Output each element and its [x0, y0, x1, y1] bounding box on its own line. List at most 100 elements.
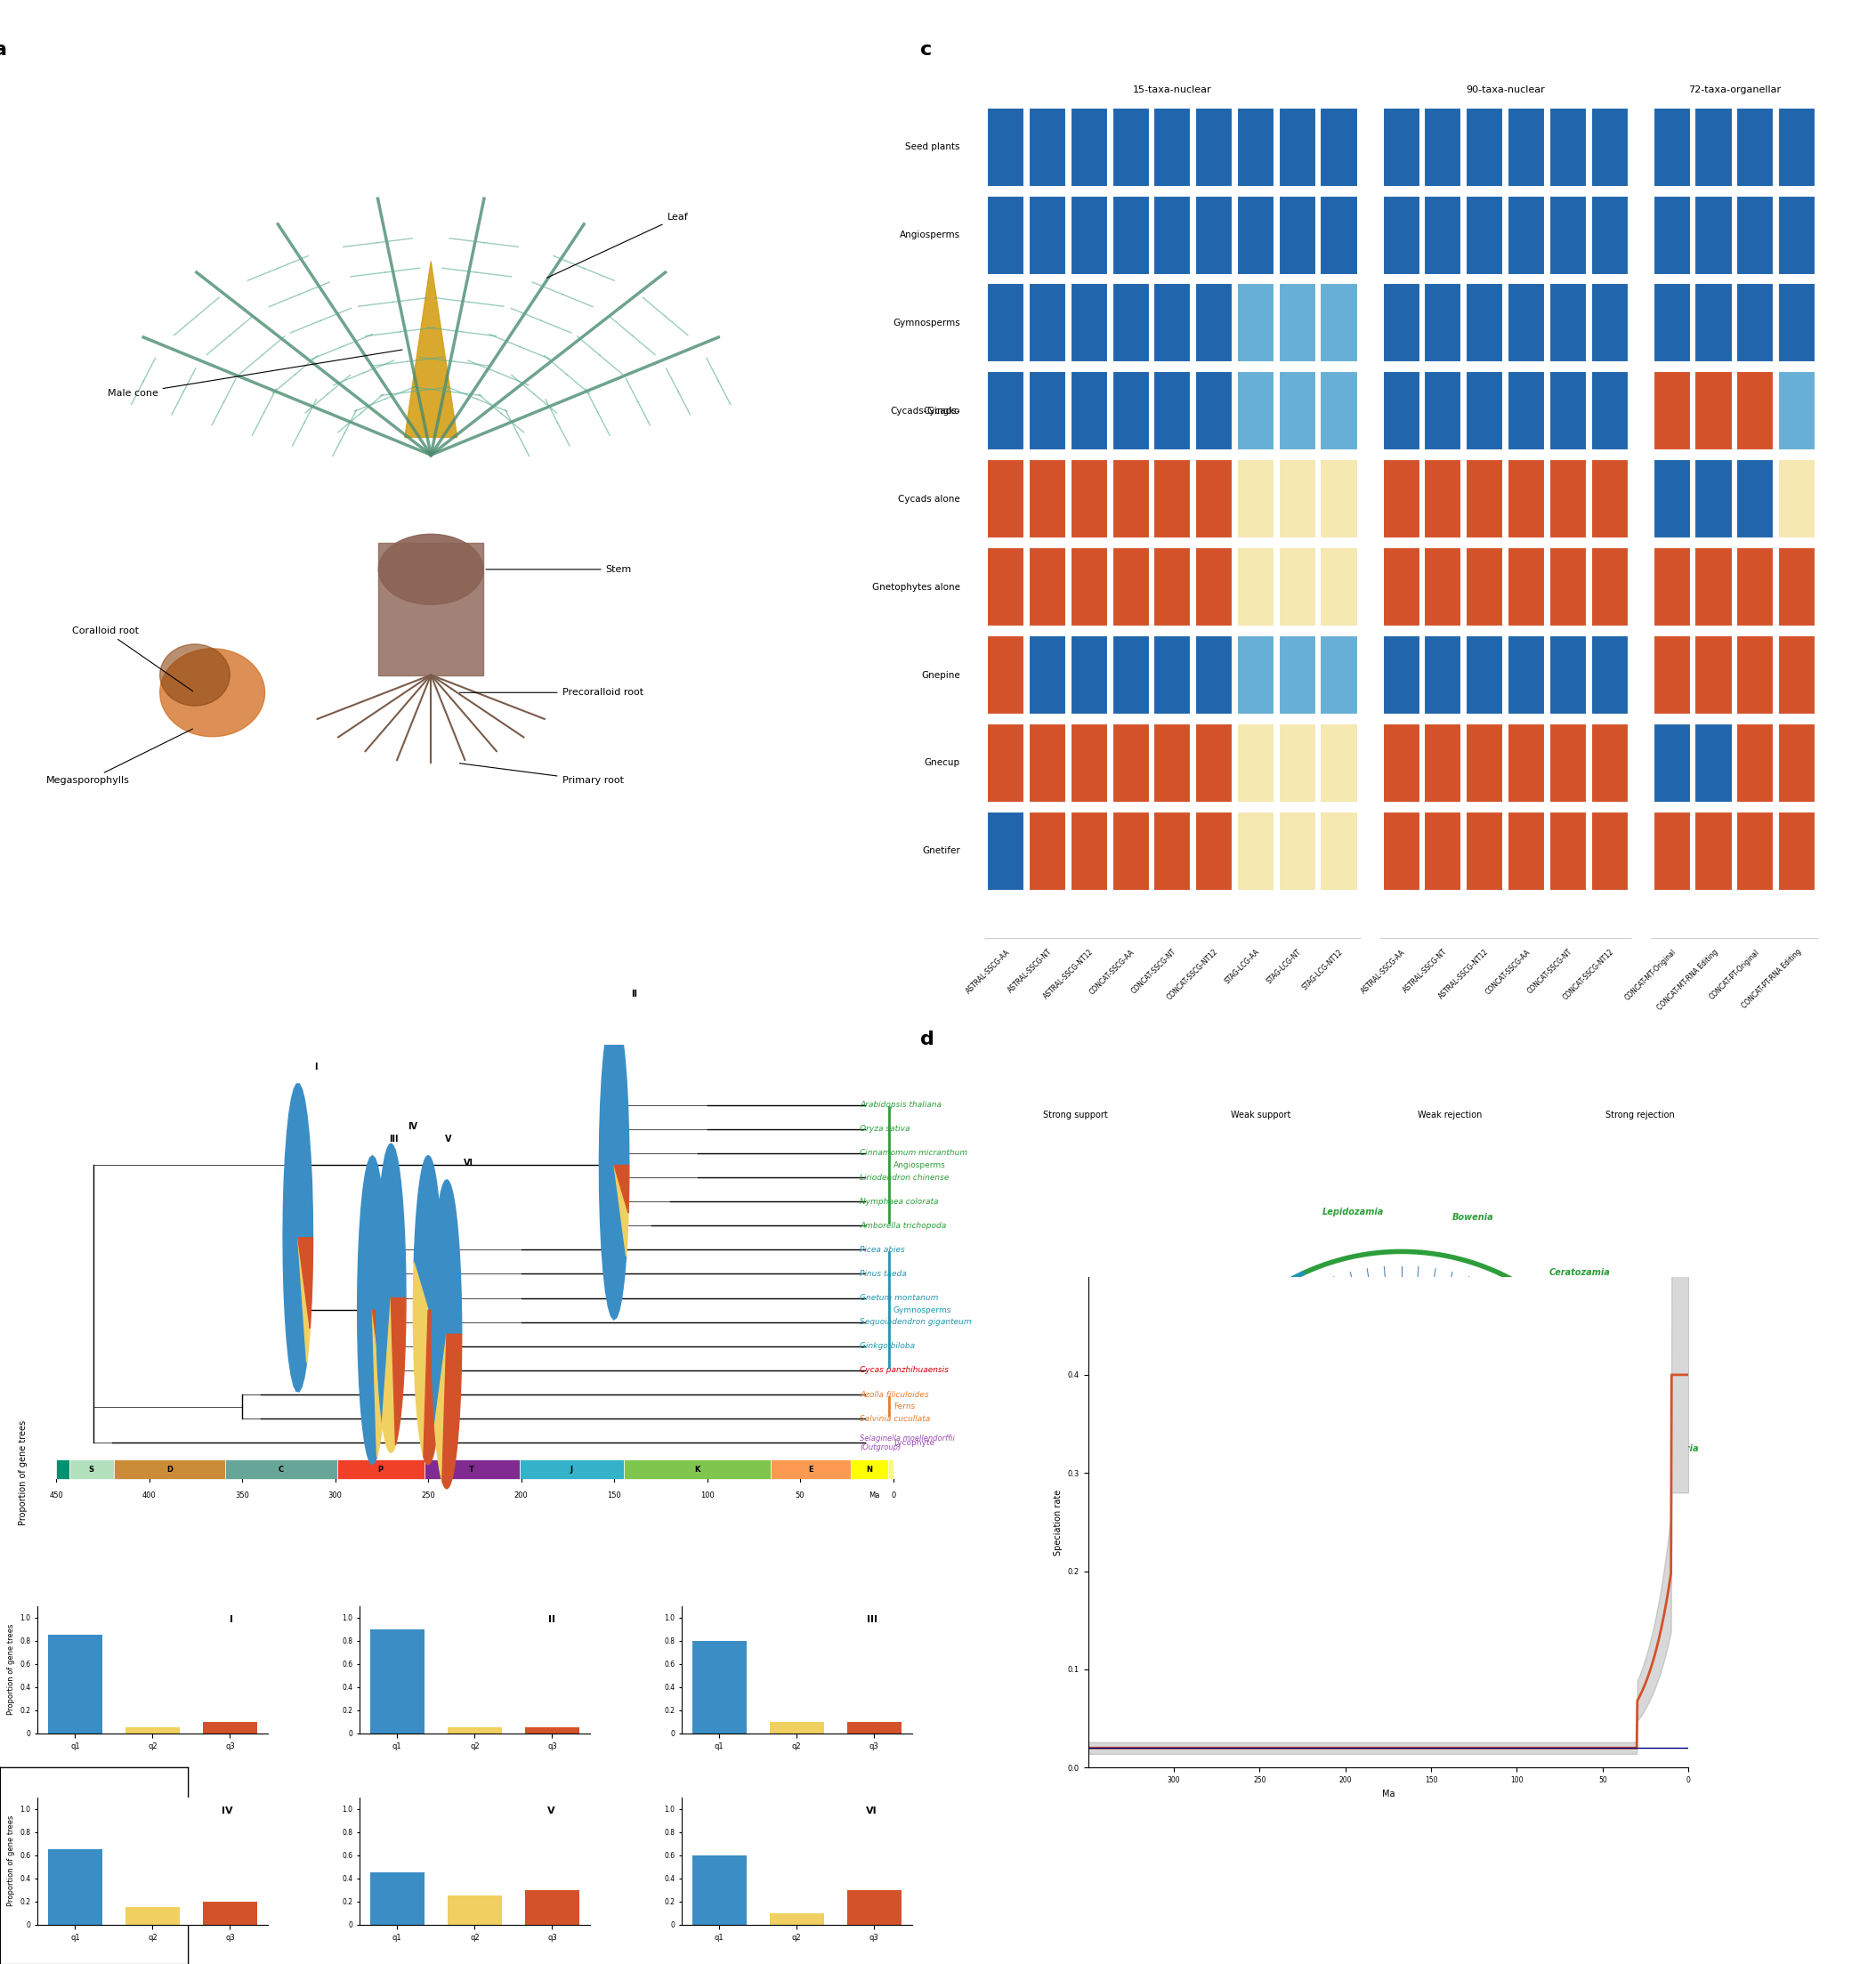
FancyBboxPatch shape: [1321, 194, 1358, 275]
FancyBboxPatch shape: [987, 194, 1024, 275]
Ellipse shape: [379, 534, 484, 605]
Text: Angiosperms: Angiosperms: [893, 1161, 946, 1169]
FancyBboxPatch shape: [1028, 636, 1066, 715]
FancyBboxPatch shape: [1550, 723, 1587, 803]
FancyBboxPatch shape: [1653, 283, 1690, 363]
Text: Male cone: Male cone: [107, 350, 401, 399]
Text: 15-taxa-nuclear: 15-taxa-nuclear: [1133, 84, 1212, 94]
FancyBboxPatch shape: [987, 371, 1024, 450]
Text: III: III: [388, 1135, 398, 1143]
FancyBboxPatch shape: [1195, 283, 1233, 363]
Bar: [771, 1459, 850, 1479]
Text: Ceratozamia: Ceratozamia: [1550, 1269, 1610, 1277]
FancyBboxPatch shape: [1550, 371, 1587, 450]
Text: S: S: [88, 1465, 94, 1473]
Polygon shape: [390, 1298, 405, 1446]
Bar: [769, 1913, 824, 1925]
Text: E: E: [809, 1465, 812, 1473]
FancyBboxPatch shape: [1154, 548, 1191, 627]
Text: Selaginella moellendorffii
(Outgroup): Selaginella moellendorffii (Outgroup): [859, 1434, 955, 1451]
FancyBboxPatch shape: [1154, 108, 1191, 187]
Text: VI: VI: [463, 1159, 473, 1169]
FancyBboxPatch shape: [1778, 371, 1816, 450]
FancyBboxPatch shape: [1195, 548, 1233, 627]
Text: Stangeria: Stangeria: [1653, 1444, 1700, 1453]
FancyBboxPatch shape: [1508, 636, 1546, 715]
FancyBboxPatch shape: [1383, 108, 1420, 187]
FancyBboxPatch shape: [1028, 283, 1066, 363]
FancyBboxPatch shape: [1321, 723, 1358, 803]
Text: Pinus taeda: Pinus taeda: [859, 1271, 906, 1279]
Text: Encephalartos: Encephalartos: [1139, 1322, 1210, 1330]
Text: c: c: [921, 41, 932, 59]
FancyBboxPatch shape: [1465, 108, 1503, 187]
FancyBboxPatch shape: [1465, 811, 1503, 890]
Text: V: V: [548, 1807, 555, 1815]
FancyBboxPatch shape: [1112, 283, 1150, 363]
FancyBboxPatch shape: [1236, 811, 1274, 890]
Bar: [448, 1895, 501, 1925]
Ellipse shape: [159, 644, 231, 705]
FancyBboxPatch shape: [1694, 194, 1732, 275]
FancyBboxPatch shape: [1694, 811, 1732, 890]
FancyBboxPatch shape: [1508, 723, 1546, 803]
FancyBboxPatch shape: [1465, 548, 1503, 627]
FancyBboxPatch shape: [1465, 636, 1503, 715]
FancyBboxPatch shape: [1321, 283, 1358, 363]
FancyBboxPatch shape: [1508, 811, 1546, 890]
Bar: [769, 1722, 824, 1734]
FancyBboxPatch shape: [1694, 636, 1732, 715]
Text: CONCAT-SSCG-NT: CONCAT-SSCG-NT: [1525, 949, 1574, 996]
Bar: [520, 1459, 623, 1479]
Text: Stem: Stem: [486, 566, 632, 573]
Text: Weak rejection: Weak rejection: [1418, 1110, 1482, 1119]
Text: STAG-LCG-NT: STAG-LCG-NT: [1264, 949, 1304, 986]
Text: Lycophyte: Lycophyte: [893, 1440, 934, 1447]
Bar: [370, 1872, 424, 1925]
Text: CONCAT-SSCG-AA: CONCAT-SSCG-AA: [1484, 949, 1533, 996]
Text: Arabidopsis thaliana: Arabidopsis thaliana: [859, 1102, 942, 1110]
FancyBboxPatch shape: [1279, 723, 1315, 803]
Polygon shape: [435, 1334, 446, 1481]
Text: 50: 50: [795, 1491, 805, 1499]
FancyBboxPatch shape: [1591, 811, 1628, 890]
FancyBboxPatch shape: [1694, 723, 1732, 803]
FancyBboxPatch shape: [1236, 371, 1274, 450]
X-axis label: Ma: Ma: [1383, 1789, 1394, 1799]
FancyBboxPatch shape: [1465, 723, 1503, 803]
Text: Macrozamia: Macrozamia: [1101, 1540, 1161, 1550]
FancyBboxPatch shape: [1112, 371, 1150, 450]
Text: ASTRAL-SSCG-NT: ASTRAL-SSCG-NT: [1401, 949, 1448, 996]
FancyBboxPatch shape: [1236, 194, 1274, 275]
Bar: [114, 1459, 225, 1479]
Text: II: II: [630, 990, 638, 1000]
FancyBboxPatch shape: [1424, 636, 1461, 715]
FancyBboxPatch shape: [1195, 194, 1233, 275]
FancyBboxPatch shape: [987, 460, 1024, 538]
Text: P: P: [377, 1465, 383, 1473]
FancyBboxPatch shape: [1591, 194, 1628, 275]
Bar: [1006, 1088, 1036, 1141]
FancyBboxPatch shape: [1508, 194, 1546, 275]
FancyBboxPatch shape: [1737, 811, 1775, 890]
FancyBboxPatch shape: [1112, 194, 1150, 275]
FancyBboxPatch shape: [1195, 108, 1233, 187]
FancyBboxPatch shape: [1236, 723, 1274, 803]
FancyBboxPatch shape: [1321, 460, 1358, 538]
Text: Gnetifer: Gnetifer: [921, 846, 961, 856]
FancyBboxPatch shape: [1321, 371, 1358, 450]
Text: Seed plants: Seed plants: [906, 143, 961, 151]
Bar: [203, 1901, 257, 1925]
FancyBboxPatch shape: [1424, 108, 1461, 187]
FancyBboxPatch shape: [1737, 194, 1775, 275]
FancyBboxPatch shape: [1550, 283, 1587, 363]
Text: Ginkgo biloba: Ginkgo biloba: [859, 1341, 915, 1351]
Bar: [848, 1722, 900, 1734]
FancyBboxPatch shape: [1383, 548, 1420, 627]
FancyBboxPatch shape: [1383, 636, 1420, 715]
Bar: [338, 1459, 424, 1479]
Text: CONCAT-SSCG-NT: CONCAT-SSCG-NT: [1129, 949, 1178, 996]
Text: Cycas: Cycas: [1148, 1618, 1176, 1628]
Y-axis label: Proportion of gene trees: Proportion of gene trees: [8, 1624, 15, 1715]
Text: Precoralloid root: Precoralloid root: [460, 687, 643, 697]
